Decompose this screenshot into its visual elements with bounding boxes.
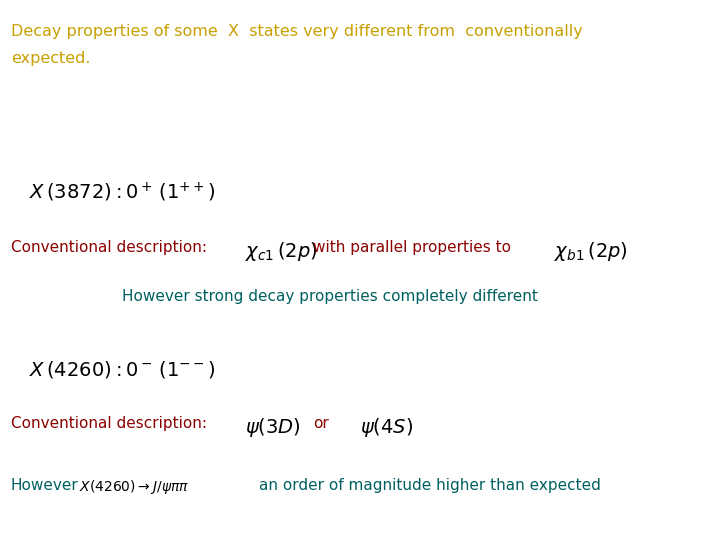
Text: $\psi(4S)$: $\psi(4S)$	[360, 416, 413, 439]
Text: expected.: expected.	[11, 51, 90, 66]
Text: $X\,(4260): 0^-\,(1^{--})$: $X\,(4260): 0^-\,(1^{--})$	[29, 359, 215, 380]
Text: Conventional description:: Conventional description:	[11, 240, 207, 255]
Text: However: However	[11, 478, 78, 493]
Text: $\psi(3D)$: $\psi(3D)$	[245, 416, 300, 439]
Text: $X\,(3872): 0^+\,(1^{++})$: $X\,(3872): 0^+\,(1^{++})$	[29, 181, 215, 204]
Text: $\chi_{c1}\,(2p)$: $\chi_{c1}\,(2p)$	[245, 240, 318, 264]
Text: or: or	[313, 416, 329, 431]
Text: $X(4260) \rightarrow J/\psi\pi\pi$: $X(4260) \rightarrow J/\psi\pi\pi$	[79, 478, 189, 496]
Text: $\chi_{b1}\,(2p)$: $\chi_{b1}\,(2p)$	[554, 240, 629, 264]
Text: Decay properties of some  X  states very different from  conventionally: Decay properties of some X states very d…	[11, 24, 582, 39]
Text: Conventional description:: Conventional description:	[11, 416, 207, 431]
Text: with parallel properties to: with parallel properties to	[313, 240, 511, 255]
Text: an order of magnitude higher than expected: an order of magnitude higher than expect…	[259, 478, 601, 493]
Text: However strong decay properties completely different: However strong decay properties complete…	[122, 289, 539, 304]
